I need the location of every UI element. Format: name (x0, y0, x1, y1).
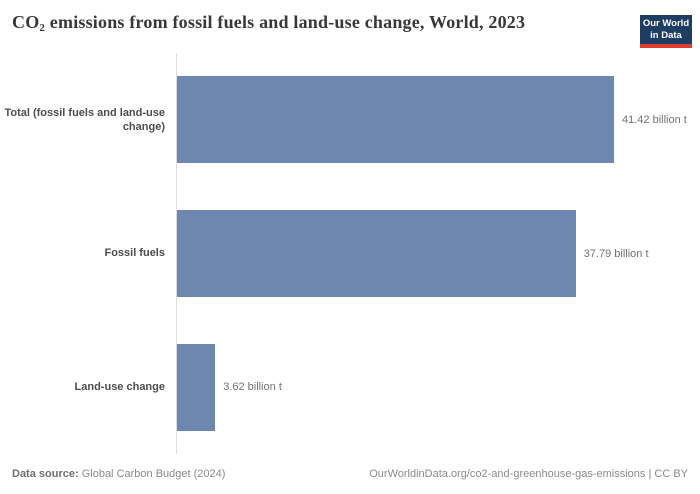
chart-footer: Data source: Global Carbon Budget (2024)… (12, 468, 688, 480)
owid-logo[interactable]: Our World in Data (640, 15, 692, 48)
value-label-fossil-fuels: 37.79 billion t (583, 247, 649, 260)
chart-title: CO2 emissions from fossil fuels and land… (12, 12, 525, 34)
chart-title-co: CO (12, 12, 40, 32)
chart-title-rest: emissions from fossil fuels and land-use… (45, 12, 526, 32)
bar-land-use-change[interactable] (177, 343, 216, 431)
owid-logo-line1: Our World (642, 17, 690, 29)
bar-track-land-use-change: 3.62 billion t (177, 343, 700, 431)
owid-logo-line2: in Data (650, 29, 682, 41)
chart-title-subscript: 2 (39, 22, 46, 34)
value-label-total: 41.42 billion t (622, 113, 687, 126)
value-label-land-use-change: 3.62 billion t (223, 381, 282, 394)
bar-fossil-fuels[interactable] (177, 210, 576, 297)
bar-total[interactable] (177, 76, 614, 164)
data-source-value: Global Carbon Budget (2024) (81, 468, 226, 480)
bar-row-total: Total (fossil fuels and land-use change)… (0, 53, 700, 187)
credit-link[interactable]: OurWorldinData.org/co2-and-greenhouse-ga… (369, 468, 688, 480)
y-axis-line (176, 53, 177, 454)
bar-track-total: 41.42 billion t (177, 76, 700, 164)
bar-rows: Total (fossil fuels and land-use change)… (0, 53, 700, 454)
category-label-land-use-change: Land-use change (74, 381, 165, 394)
plot-area: Total (fossil fuels and land-use change)… (0, 53, 700, 454)
category-label-total: Total (fossil fuels and land-use change) (4, 106, 165, 133)
data-source: Data source: Global Carbon Budget (2024) (12, 468, 225, 480)
data-source-label: Data source: (12, 468, 79, 480)
bar-row-fossil-fuels: Fossil fuels 37.79 billion t (0, 187, 700, 321)
bar-track-fossil-fuels: 37.79 billion t (177, 210, 700, 297)
bar-row-land-use-change: Land-use change 3.62 billion t (0, 320, 700, 454)
category-label-fossil-fuels: Fossil fuels (104, 247, 165, 260)
